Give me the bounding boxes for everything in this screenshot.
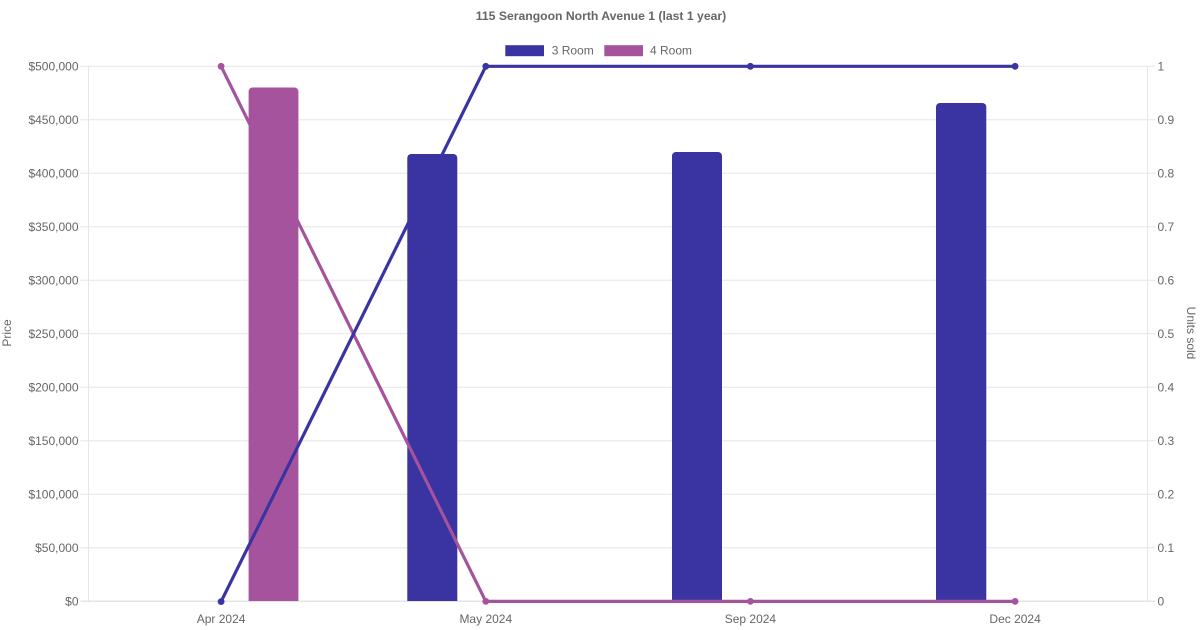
svg-text:$0: $0	[65, 595, 79, 609]
svg-text:Sep 2024: Sep 2024	[725, 612, 777, 626]
svg-text:3 Room: 3 Room	[552, 43, 594, 57]
svg-text:0.7: 0.7	[1158, 220, 1175, 234]
svg-text:$150,000: $150,000	[28, 434, 78, 448]
svg-text:0.1: 0.1	[1158, 541, 1175, 555]
svg-text:$100,000: $100,000	[28, 488, 78, 502]
svg-text:$400,000: $400,000	[28, 167, 78, 181]
svg-text:0.8: 0.8	[1158, 167, 1175, 181]
svg-text:0.5: 0.5	[1158, 327, 1175, 341]
svg-text:0: 0	[1158, 595, 1165, 609]
svg-text:$500,000: $500,000	[28, 60, 78, 74]
svg-text:115 Serangoon North Avenue 1 (: 115 Serangoon North Avenue 1 (last 1 yea…	[476, 9, 726, 23]
svg-text:1: 1	[1158, 60, 1165, 74]
svg-text:Units sold: Units sold	[1184, 307, 1198, 360]
svg-text:$250,000: $250,000	[28, 327, 78, 341]
svg-text:$450,000: $450,000	[28, 113, 78, 127]
svg-text:Apr 2024: Apr 2024	[197, 612, 246, 626]
svg-text:0.6: 0.6	[1158, 274, 1175, 288]
svg-text:$300,000: $300,000	[28, 274, 78, 288]
svg-text:$350,000: $350,000	[28, 220, 78, 234]
svg-text:May 2024: May 2024	[459, 612, 512, 626]
svg-text:$50,000: $50,000	[35, 541, 79, 555]
svg-text:0.9: 0.9	[1158, 113, 1175, 127]
svg-text:4 Room: 4 Room	[650, 43, 692, 57]
svg-text:0.4: 0.4	[1158, 381, 1175, 395]
svg-text:0.3: 0.3	[1158, 434, 1175, 448]
svg-text:Dec 2024: Dec 2024	[989, 612, 1041, 626]
svg-text:$200,000: $200,000	[28, 381, 78, 395]
svg-text:Price: Price	[0, 319, 14, 347]
svg-text:0.2: 0.2	[1158, 488, 1175, 502]
